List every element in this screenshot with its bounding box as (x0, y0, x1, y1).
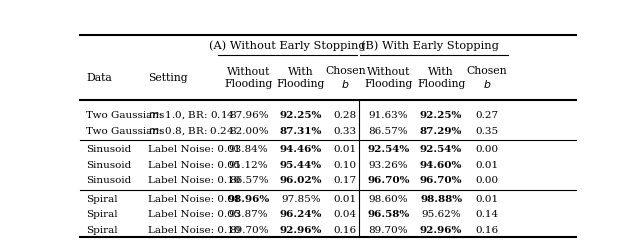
Text: 93.87%: 93.87% (229, 210, 268, 219)
Text: Label Noise: 0.05: Label Noise: 0.05 (148, 210, 241, 219)
Text: 0.01: 0.01 (475, 195, 499, 204)
Text: With
Flooding: With Flooding (417, 67, 465, 89)
Text: Setting: Setting (148, 73, 188, 83)
Text: Spiral: Spiral (86, 210, 118, 219)
Text: Chosen
$b$: Chosen $b$ (325, 66, 365, 90)
Text: 87.29%: 87.29% (420, 127, 462, 136)
Text: Label Noise: 0.05: Label Noise: 0.05 (148, 161, 241, 170)
Text: 0.27: 0.27 (475, 111, 499, 120)
Text: 94.46%: 94.46% (280, 145, 322, 154)
Text: (A) Without Early Stopping: (A) Without Early Stopping (209, 40, 365, 51)
Text: 96.24%: 96.24% (280, 210, 322, 219)
Text: 92.96%: 92.96% (280, 226, 322, 235)
Text: 86.57%: 86.57% (369, 127, 408, 136)
Text: Spiral: Spiral (86, 226, 118, 235)
Text: 93.84%: 93.84% (229, 145, 268, 154)
Text: (B) With Early Stopping: (B) With Early Stopping (361, 40, 499, 51)
Text: 0.10: 0.10 (334, 161, 357, 170)
Text: Chosen
$b$: Chosen $b$ (467, 66, 507, 90)
Text: Without
Flooding: Without Flooding (364, 67, 413, 89)
Text: 87.31%: 87.31% (280, 127, 322, 136)
Text: Spiral: Spiral (86, 195, 118, 204)
Text: Label Noise: 0.10: Label Noise: 0.10 (148, 226, 241, 235)
Text: 98.60%: 98.60% (369, 195, 408, 204)
Text: Label Noise: 0.01: Label Noise: 0.01 (148, 145, 241, 154)
Text: 92.25%: 92.25% (280, 111, 322, 120)
Text: Label Noise: 0.01: Label Noise: 0.01 (148, 195, 241, 204)
Text: 96.58%: 96.58% (367, 210, 410, 219)
Text: Sinusoid: Sinusoid (86, 145, 131, 154)
Text: Without
Flooding: Without Flooding (225, 67, 273, 89)
Text: With
Flooding: With Flooding (276, 67, 325, 89)
Text: 95.62%: 95.62% (421, 210, 461, 219)
Text: 0.00: 0.00 (475, 176, 499, 185)
Text: 86.57%: 86.57% (229, 176, 268, 185)
Text: 97.85%: 97.85% (281, 195, 321, 204)
Text: Label Noise: 0.10: Label Noise: 0.10 (148, 176, 241, 185)
Text: 0.35: 0.35 (475, 127, 499, 136)
Text: 92.96%: 92.96% (420, 226, 462, 235)
Text: 87.96%: 87.96% (229, 111, 268, 120)
Text: 82.00%: 82.00% (229, 127, 268, 136)
Text: Sinusoid: Sinusoid (86, 176, 131, 185)
Text: 0.04: 0.04 (334, 210, 357, 219)
Text: 0.28: 0.28 (334, 111, 357, 120)
Text: 96.02%: 96.02% (280, 176, 322, 185)
Text: 92.54%: 92.54% (420, 145, 462, 154)
Text: 98.88%: 98.88% (420, 195, 462, 204)
Text: 0.17: 0.17 (334, 176, 357, 185)
Text: 95.44%: 95.44% (280, 161, 322, 170)
Text: 0.01: 0.01 (334, 195, 357, 204)
Text: 94.60%: 94.60% (420, 161, 462, 170)
Text: 91.63%: 91.63% (369, 111, 408, 120)
Text: Data: Data (86, 73, 112, 83)
Text: 92.25%: 92.25% (420, 111, 462, 120)
Text: 98.96%: 98.96% (227, 195, 270, 204)
Text: 92.54%: 92.54% (367, 145, 410, 154)
Text: Two Gaussians: Two Gaussians (86, 127, 164, 136)
Text: 0.00: 0.00 (475, 145, 499, 154)
Text: 0.01: 0.01 (334, 145, 357, 154)
Text: 96.70%: 96.70% (420, 176, 462, 185)
Text: 89.70%: 89.70% (369, 226, 408, 235)
Text: 89.70%: 89.70% (229, 226, 268, 235)
Text: 0.16: 0.16 (475, 226, 499, 235)
Text: 0.16: 0.16 (334, 226, 357, 235)
Text: 0.33: 0.33 (334, 127, 357, 136)
Text: 0.01: 0.01 (475, 161, 499, 170)
Text: Sinusoid: Sinusoid (86, 161, 131, 170)
Text: 96.70%: 96.70% (367, 176, 410, 185)
Text: 0.14: 0.14 (475, 210, 499, 219)
Text: $m$: 1.0, BR: 0.14: $m$: 1.0, BR: 0.14 (148, 110, 236, 121)
Text: 93.26%: 93.26% (369, 161, 408, 170)
Text: 91.12%: 91.12% (229, 161, 268, 170)
Text: $m$: 0.8, BR: 0.24: $m$: 0.8, BR: 0.24 (148, 125, 235, 137)
Text: Two Gaussians: Two Gaussians (86, 111, 164, 120)
